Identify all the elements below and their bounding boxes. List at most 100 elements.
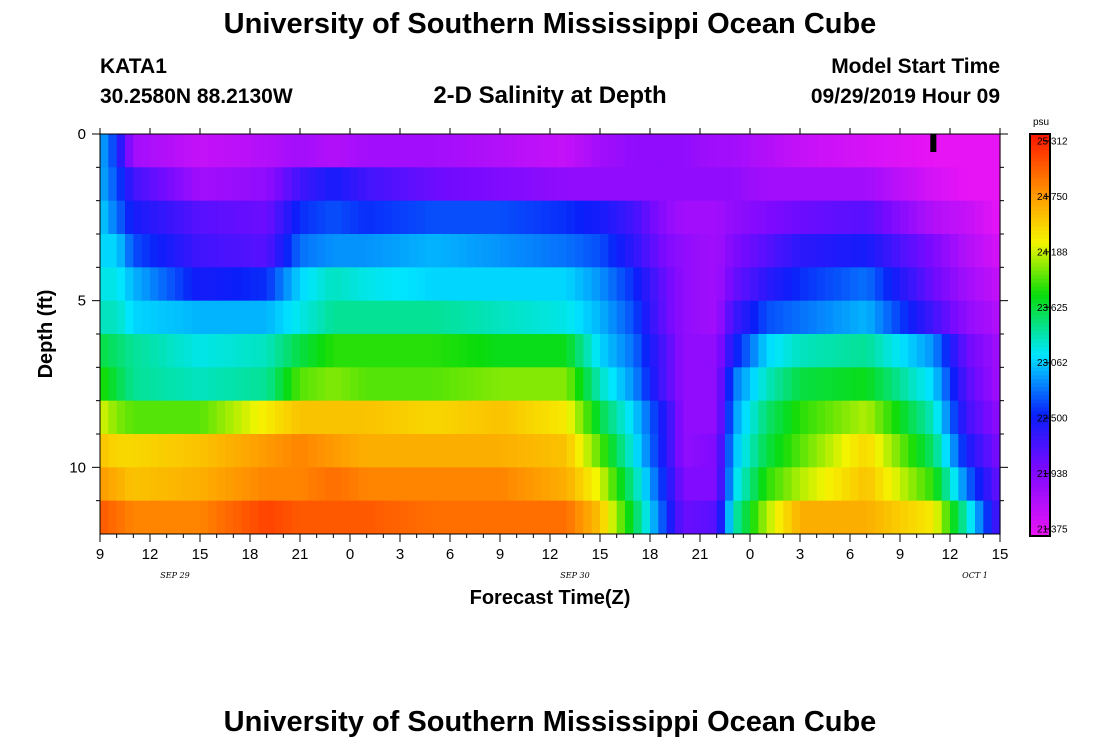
heatmap-cell: [291, 367, 301, 402]
heatmap-cell: [275, 234, 284, 268]
heatmap-cell: [150, 400, 159, 435]
heatmap-cell: [591, 167, 601, 202]
colorbar-segment: [1030, 523, 1050, 529]
heatmap-cell: [300, 500, 309, 535]
x-tick-label: 3: [796, 546, 804, 563]
heatmap-cell: [500, 367, 509, 402]
colorbar-segment: [1030, 226, 1050, 231]
colorbar-segment: [1030, 391, 1050, 396]
x-tick-label: 15: [992, 546, 1009, 563]
heatmap-cell: [233, 367, 243, 402]
heatmap-cell: [666, 267, 676, 302]
colorbar-segment: [1030, 483, 1050, 489]
heatmap-cell: [691, 167, 701, 202]
heatmap-cell: [383, 267, 393, 302]
heatmap-cell: [241, 334, 251, 368]
colorbar-segment: [1030, 238, 1050, 244]
x-tick-label: 15: [592, 546, 609, 563]
heatmap-cell: [325, 500, 334, 535]
colorbar-segment: [1030, 190, 1050, 195]
heatmap-cell: [841, 334, 851, 368]
colorbar-segment: [1030, 339, 1050, 344]
heatmap-cell: [250, 234, 259, 268]
heatmap-cell: [875, 267, 884, 302]
heatmap-cell: [266, 134, 276, 168]
heatmap-cell: [616, 434, 626, 468]
heatmap-cell: [816, 434, 826, 468]
heatmap-cell: [825, 500, 834, 535]
colorbar-segment: [1030, 407, 1050, 412]
heatmap-cell: [475, 500, 484, 535]
heatmap-cell: [900, 134, 909, 168]
heatmap-cell: [383, 467, 393, 502]
heatmap-cell: [541, 334, 551, 368]
colorbar-segment: [1030, 383, 1050, 388]
heatmap-cell: [775, 467, 784, 502]
heatmap-cell: [366, 334, 376, 368]
heatmap-cell: [983, 434, 993, 468]
heatmap-cell: [441, 400, 451, 435]
colorbar-segment: [1030, 202, 1050, 207]
heatmap-cell: [583, 134, 593, 168]
heatmap-cell: [700, 400, 709, 435]
heatmap-cell: [458, 167, 468, 202]
heatmap-cell: [716, 200, 726, 235]
heatmap-cell: [416, 467, 426, 502]
heatmap-cell: [850, 300, 859, 335]
heatmap-cell: [350, 334, 359, 368]
heatmap-cell: [308, 434, 318, 468]
heatmap-cell: [775, 500, 784, 535]
heatmap-cell: [525, 167, 534, 202]
heatmap-cell: [316, 367, 326, 402]
heatmap-cell: [391, 334, 401, 368]
heatmap-cell: [241, 434, 251, 468]
heatmap-cell: [950, 467, 959, 502]
heatmap-cell: [750, 434, 759, 468]
heatmap-cell: [841, 367, 851, 402]
heatmap-cell: [700, 300, 709, 335]
heatmap-cell: [950, 234, 959, 268]
heatmap-cell: [450, 300, 459, 335]
heatmap-cell: [141, 300, 151, 335]
heatmap-cell: [941, 500, 951, 535]
heatmap-cell: [225, 367, 234, 402]
heatmap-cell: [508, 267, 518, 302]
colorbar-segment: [1030, 367, 1050, 372]
heatmap-cell: [533, 134, 543, 168]
colorbar-segment: [1030, 511, 1050, 517]
heatmap-cell: [891, 467, 901, 502]
heatmap-cell: [108, 134, 118, 168]
heatmap-cell: [808, 334, 818, 368]
heatmap-cell: [466, 467, 476, 502]
heatmap-cell: [675, 267, 684, 302]
heatmap-cell: [225, 267, 234, 302]
heatmap-cell: [708, 434, 718, 468]
heatmap-cell: [375, 400, 384, 435]
heatmap-cell: [200, 134, 209, 168]
heatmap-cell: [483, 367, 493, 402]
heatmap-cell: [116, 400, 126, 435]
heatmap-cell: [883, 367, 893, 402]
heatmap-cell: [983, 467, 993, 502]
heatmap-cell: [833, 467, 843, 502]
heatmap-cell: [591, 334, 601, 368]
heatmap-cell: [875, 467, 884, 502]
heatmap-cell: [991, 134, 1001, 168]
heatmap-cell: [291, 400, 301, 435]
heatmap-cell: [891, 334, 901, 368]
heatmap-cell: [691, 300, 701, 335]
heatmap-cell: [241, 234, 251, 268]
heatmap-cell: [541, 400, 551, 435]
heatmap-cell: [691, 467, 701, 502]
heatmap-cell: [116, 134, 126, 168]
colorbar-segment: [1030, 463, 1050, 469]
heatmap-cell: [966, 300, 976, 335]
heatmap-cell: [508, 367, 518, 402]
heatmap-cell: [816, 234, 826, 268]
heatmap-cell: [733, 467, 743, 502]
heatmap-cell: [775, 167, 784, 202]
y-axis-title: Depth (ft): [35, 290, 57, 379]
heatmap-cell: [650, 267, 659, 302]
heatmap-cell: [941, 134, 951, 168]
heatmap-cell: [108, 167, 118, 202]
